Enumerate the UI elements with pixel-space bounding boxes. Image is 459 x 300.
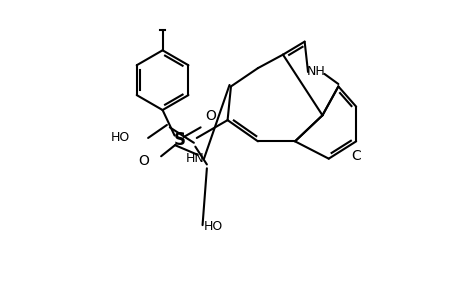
Text: NH: NH: [306, 65, 325, 79]
Text: HO: HO: [110, 131, 129, 145]
Text: C: C: [351, 149, 360, 163]
Text: O: O: [138, 154, 149, 168]
Text: HO: HO: [203, 220, 222, 232]
Text: HN: HN: [185, 152, 204, 165]
Text: O: O: [205, 109, 216, 123]
Text: S: S: [173, 131, 185, 149]
